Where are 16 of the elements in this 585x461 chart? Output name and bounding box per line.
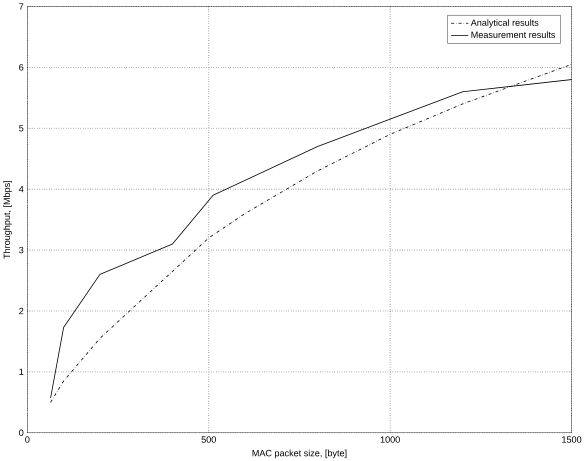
y-tick-label: 1 bbox=[19, 368, 24, 375]
x-tick-label: 1500 bbox=[562, 436, 582, 443]
legend-label: Measurement results bbox=[471, 31, 556, 38]
y-tick-label: 6 bbox=[19, 64, 24, 70]
y-tick-label: 4 bbox=[18, 186, 24, 192]
y-tick-label: 5 bbox=[19, 124, 24, 132]
x-tick-label: 0 bbox=[25, 436, 30, 443]
x-tick-label: 1000 bbox=[380, 436, 400, 443]
x-tick-label: 500 bbox=[202, 436, 216, 443]
y-tick-label: 2 bbox=[19, 308, 24, 314]
y-tick-label: 7 bbox=[19, 3, 24, 10]
y-tick-label: 0 bbox=[19, 429, 24, 436]
y-axis-title: Throughput, [Mbps] bbox=[3, 180, 12, 259]
x-axis-title: MAC packet size, [byte] bbox=[252, 449, 346, 458]
legend-label: Analytical results bbox=[470, 19, 538, 28]
y-tick-label: 3 bbox=[19, 246, 24, 254]
